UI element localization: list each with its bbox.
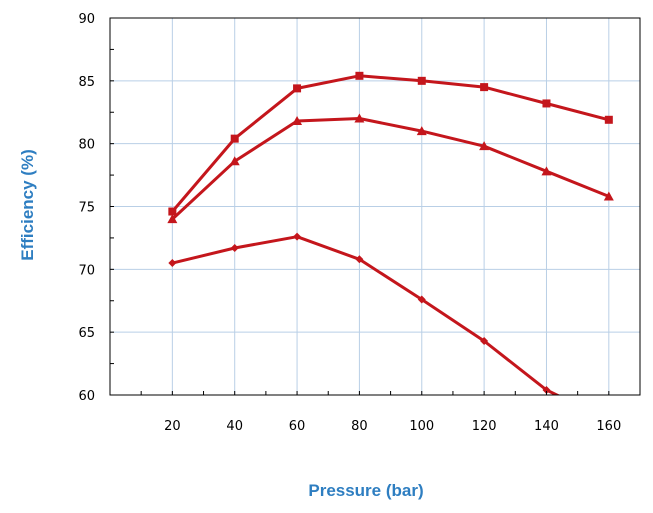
data-point-diamond bbox=[417, 295, 426, 304]
data-point-square bbox=[168, 207, 177, 216]
series-line-3 bbox=[172, 235, 561, 395]
y-axis-title: Efficiency (%) bbox=[18, 149, 37, 260]
data-point-square bbox=[542, 99, 551, 108]
x-tick-labels: 20 40 60 80 100 120 140 160 bbox=[164, 419, 621, 434]
data-point-square bbox=[480, 83, 489, 92]
data-point-triangle bbox=[479, 141, 490, 151]
data-point-diamond bbox=[355, 255, 364, 264]
x-tick-label: 40 bbox=[226, 419, 243, 434]
x-tick-label: 60 bbox=[289, 419, 306, 434]
data-point-square bbox=[293, 84, 302, 93]
series-line-1 bbox=[171, 74, 610, 213]
y-tick-label: 90 bbox=[78, 12, 95, 27]
y-tick-labels: 60 65 70 75 80 85 90 bbox=[78, 12, 95, 404]
x-tick-label: 20 bbox=[164, 419, 181, 434]
data-point-square bbox=[417, 76, 426, 85]
data-point-diamond bbox=[480, 336, 489, 345]
x-tick-label: 140 bbox=[534, 419, 559, 434]
data-point-square bbox=[230, 134, 239, 143]
x-tick-label: 80 bbox=[351, 419, 368, 434]
data-point-triangle bbox=[354, 113, 365, 123]
y-tick-label: 85 bbox=[78, 75, 95, 90]
data-point-diamond bbox=[230, 243, 239, 252]
data-point-diamond bbox=[168, 259, 177, 268]
data-point-diamond bbox=[542, 385, 551, 394]
axis-ticks bbox=[110, 17, 610, 396]
y-tick-label: 70 bbox=[78, 263, 95, 278]
y-tick-label: 75 bbox=[78, 201, 95, 216]
x-tick-label: 120 bbox=[472, 419, 497, 434]
data-point-triangle bbox=[603, 191, 614, 201]
plot-area bbox=[167, 71, 614, 395]
y-tick-label: 65 bbox=[78, 326, 95, 341]
gridlines bbox=[110, 18, 640, 395]
series-line-2 bbox=[171, 117, 610, 221]
data-point-triangle bbox=[292, 116, 303, 126]
data-point-square bbox=[355, 71, 364, 80]
data-point-triangle bbox=[541, 166, 552, 176]
y-tick-label: 60 bbox=[78, 389, 95, 404]
data-point-triangle bbox=[167, 214, 178, 224]
y-tick-label: 80 bbox=[78, 138, 95, 153]
data-point-triangle bbox=[229, 156, 240, 166]
x-tick-label: 160 bbox=[596, 419, 621, 434]
x-axis-title: Pressure (bar) bbox=[308, 481, 423, 500]
data-point-square bbox=[604, 115, 613, 124]
x-tick-label: 100 bbox=[409, 419, 434, 434]
data-point-triangle bbox=[416, 126, 427, 136]
data-point-diamond bbox=[293, 232, 302, 241]
